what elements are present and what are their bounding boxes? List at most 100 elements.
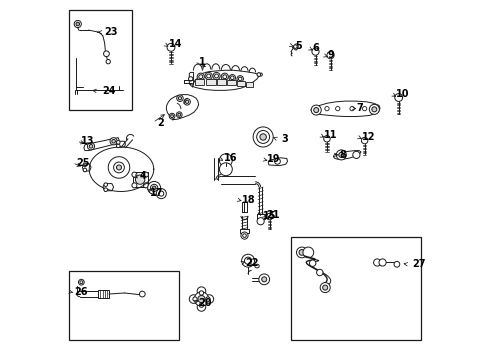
Bar (205, 79, 215, 85)
Circle shape (106, 59, 110, 64)
Bar (256, 214, 264, 220)
Text: 23: 23 (104, 27, 118, 37)
Circle shape (338, 152, 343, 157)
Circle shape (311, 48, 319, 55)
Circle shape (78, 279, 84, 285)
Circle shape (241, 232, 247, 239)
Circle shape (214, 74, 218, 78)
Polygon shape (83, 138, 119, 150)
Text: 13: 13 (81, 136, 94, 146)
Polygon shape (292, 44, 298, 50)
Text: 2: 2 (157, 118, 163, 128)
Bar (98, 291, 109, 298)
Circle shape (204, 72, 212, 80)
Circle shape (116, 165, 121, 170)
Circle shape (89, 144, 93, 148)
Text: 10: 10 (395, 89, 408, 99)
Circle shape (198, 296, 204, 303)
Text: 6: 6 (312, 43, 319, 53)
Circle shape (76, 22, 80, 26)
Circle shape (178, 113, 180, 116)
Circle shape (253, 127, 273, 147)
Circle shape (197, 73, 204, 80)
Circle shape (104, 188, 107, 192)
Circle shape (228, 75, 235, 81)
Text: 7: 7 (356, 103, 363, 113)
Circle shape (152, 186, 156, 190)
Circle shape (241, 254, 254, 267)
Polygon shape (333, 150, 360, 159)
Circle shape (199, 291, 203, 295)
Text: 18: 18 (241, 195, 255, 205)
Circle shape (310, 105, 321, 115)
Circle shape (362, 107, 366, 111)
Circle shape (83, 168, 86, 172)
Bar (227, 80, 236, 85)
Circle shape (113, 162, 124, 173)
Circle shape (378, 259, 386, 266)
Bar (132, 172, 147, 187)
Text: 14: 14 (169, 40, 183, 49)
Text: 25: 25 (77, 158, 90, 168)
Bar (69, 10, 131, 110)
Text: 22: 22 (244, 258, 258, 268)
Circle shape (320, 283, 329, 293)
Circle shape (74, 21, 81, 28)
Circle shape (143, 183, 148, 188)
Polygon shape (82, 164, 91, 171)
Circle shape (167, 43, 175, 51)
Text: 4: 4 (139, 171, 146, 181)
Circle shape (170, 115, 173, 118)
Text: 19: 19 (266, 154, 280, 164)
Circle shape (83, 163, 86, 167)
Circle shape (135, 175, 144, 184)
Circle shape (104, 183, 107, 186)
Bar (246, 82, 252, 87)
Polygon shape (310, 101, 379, 117)
Circle shape (150, 184, 158, 192)
Circle shape (373, 259, 380, 266)
Circle shape (303, 247, 313, 258)
Circle shape (183, 99, 190, 105)
Text: 16: 16 (223, 153, 237, 163)
Polygon shape (116, 141, 125, 147)
Text: 27: 27 (411, 259, 425, 269)
Circle shape (197, 287, 205, 296)
Text: 21: 21 (265, 210, 279, 220)
Circle shape (108, 157, 129, 178)
Polygon shape (191, 70, 258, 90)
Circle shape (221, 73, 228, 80)
Circle shape (368, 104, 379, 114)
Circle shape (261, 277, 266, 282)
Circle shape (258, 274, 269, 285)
Circle shape (309, 260, 315, 266)
Circle shape (197, 303, 205, 311)
Circle shape (176, 112, 182, 118)
Circle shape (169, 113, 175, 119)
Circle shape (274, 158, 280, 164)
Circle shape (185, 100, 188, 103)
Text: 15: 15 (263, 211, 276, 221)
Circle shape (188, 77, 192, 81)
Circle shape (223, 75, 226, 79)
Circle shape (219, 163, 232, 176)
Bar (69, 271, 179, 339)
Circle shape (178, 96, 181, 100)
Circle shape (266, 213, 272, 220)
Circle shape (194, 292, 208, 306)
Bar (195, 79, 203, 85)
Circle shape (256, 131, 269, 143)
Circle shape (336, 150, 346, 160)
Bar (217, 79, 225, 85)
Text: 12: 12 (361, 132, 374, 142)
Circle shape (349, 107, 353, 111)
Circle shape (159, 191, 163, 196)
Text: 24: 24 (102, 86, 115, 96)
Polygon shape (166, 95, 198, 120)
Circle shape (139, 291, 145, 297)
Circle shape (192, 297, 197, 301)
Text: 17: 17 (150, 188, 163, 198)
Circle shape (205, 297, 210, 301)
Text: 1: 1 (198, 57, 205, 67)
Circle shape (198, 75, 203, 79)
